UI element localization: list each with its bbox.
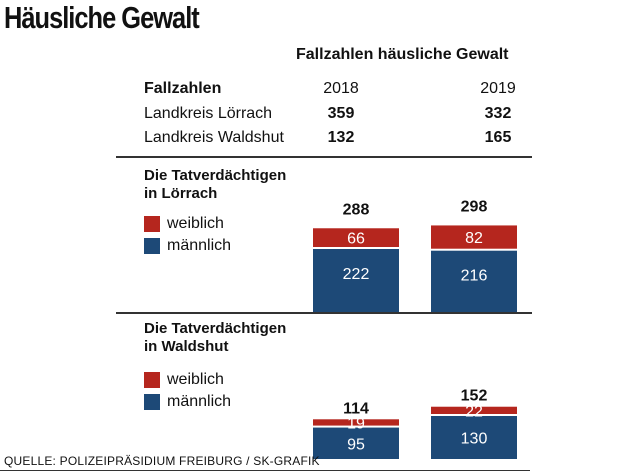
legend-item-maennlich: männlich bbox=[144, 236, 231, 256]
legend-label: weiblich bbox=[167, 371, 224, 388]
table-cell: 132 bbox=[327, 129, 355, 146]
data-label-total-2019: 152 bbox=[461, 388, 488, 405]
data-label-weiblich-2019: 22 bbox=[465, 403, 483, 420]
page-title: Häusliche Gewalt bbox=[4, 0, 200, 35]
data-label-maennlich-2018: 95 bbox=[347, 436, 365, 453]
bar-weiblich-2019 bbox=[431, 406, 517, 414]
table-cell: 359 bbox=[327, 105, 355, 122]
data-label-maennlich-2018: 222 bbox=[343, 266, 370, 283]
section-title-line: in Waldshut bbox=[144, 338, 229, 355]
section-divider bbox=[116, 312, 532, 314]
bar-weiblich-2018 bbox=[313, 419, 399, 426]
legend-swatch-weiblich bbox=[144, 216, 160, 232]
section-title-line: in Lörrach bbox=[144, 185, 218, 202]
table-row-name: Landkreis Lörrach bbox=[144, 105, 273, 122]
data-label-maennlich-2019: 130 bbox=[461, 431, 488, 448]
section-title-line: Die Tatverdächtigen bbox=[144, 167, 287, 184]
bar-maennlich-2019 bbox=[431, 416, 517, 459]
section-divider bbox=[116, 156, 532, 158]
section-title-waldshut: Die Tatverdächtigen in Waldshut bbox=[144, 320, 286, 356]
legend-label: männlich bbox=[167, 393, 232, 410]
bar-maennlich-2018 bbox=[313, 427, 399, 459]
legend-label: weiblich bbox=[167, 215, 224, 232]
table-row-loerrach: Landkreis Lörrach 359 332 bbox=[0, 105, 644, 125]
source-footer: QUELLE: POLIZEIPRÄSIDIUM FREIBURG / SK-G… bbox=[4, 454, 320, 468]
legend-item-weiblich: weiblich bbox=[144, 370, 224, 390]
bar-weiblich-2018 bbox=[313, 228, 399, 247]
legend-swatch-maennlich bbox=[144, 394, 160, 410]
table-header-year-2019: 2019 bbox=[480, 80, 516, 97]
table-row-waldshut: Landkreis Waldshut 132 165 bbox=[0, 129, 644, 149]
legend-swatch-maennlich bbox=[144, 238, 160, 254]
data-label-weiblich-2018: 19 bbox=[347, 415, 365, 432]
legend-label: männlich bbox=[167, 237, 232, 254]
section-title-line: Die Tatverdächtigen bbox=[144, 320, 287, 337]
data-label-total-2018: 114 bbox=[343, 400, 369, 417]
bar-maennlich-2018 bbox=[313, 249, 399, 312]
data-label-total-2019: 298 bbox=[461, 198, 488, 215]
data-label-total-2018: 288 bbox=[343, 201, 370, 218]
data-label-weiblich-2018: 66 bbox=[347, 231, 365, 248]
table-header-label: Fallzahlen bbox=[144, 80, 222, 97]
legend-swatch-weiblich bbox=[144, 372, 160, 388]
table-header-year-2018: 2018 bbox=[323, 80, 359, 97]
data-label-weiblich-2019: 82 bbox=[465, 230, 483, 247]
table-row-name: Landkreis Waldshut bbox=[144, 129, 284, 146]
table-subtitle: Fallzahlen häusliche Gewalt bbox=[296, 46, 509, 63]
data-label-maennlich-2019: 216 bbox=[461, 268, 488, 285]
table-cell: 165 bbox=[484, 129, 512, 146]
section-title-loerrach: Die Tatverdächtigen in Lörrach bbox=[144, 167, 286, 203]
legend-item-weiblich: weiblich bbox=[144, 214, 224, 234]
bar-maennlich-2019 bbox=[431, 250, 517, 312]
table-cell: 332 bbox=[484, 105, 512, 122]
bar-weiblich-2019 bbox=[431, 225, 517, 249]
legend-item-maennlich: männlich bbox=[144, 392, 231, 412]
bottom-divider bbox=[0, 470, 530, 471]
